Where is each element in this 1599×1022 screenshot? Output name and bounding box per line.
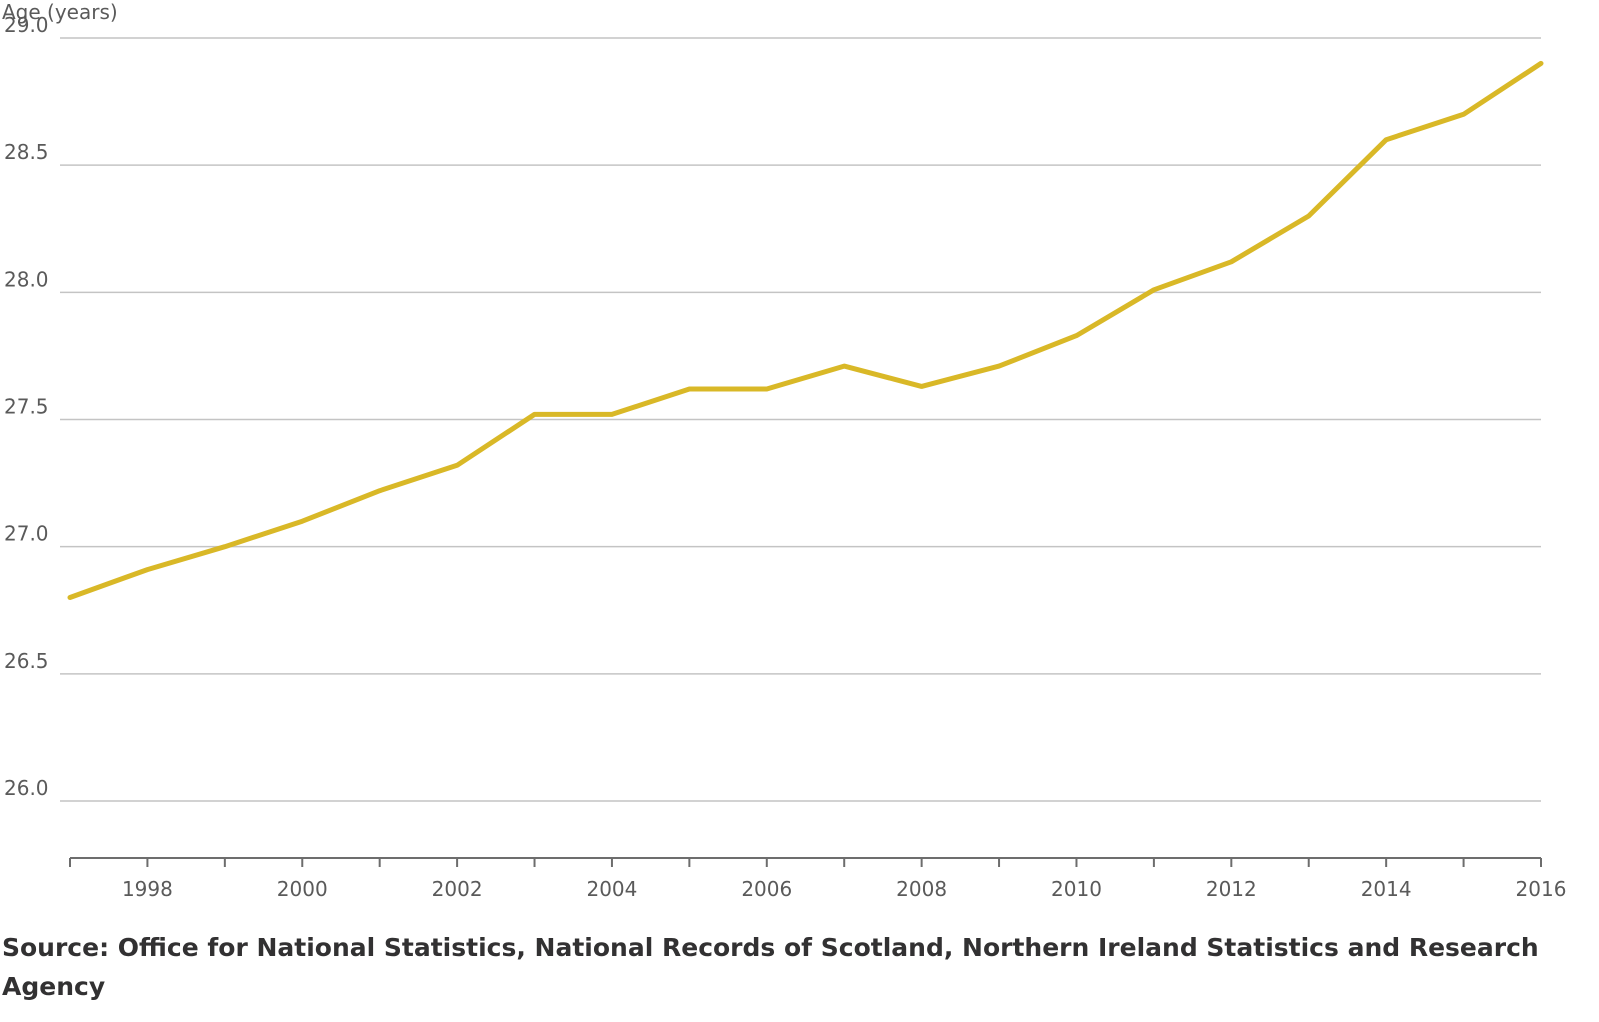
x-tick-label: 1998 <box>122 877 173 901</box>
grid-lines <box>60 37 1541 802</box>
x-tick-label: 2000 <box>277 877 328 901</box>
y-axis-title: Age (years) <box>2 0 118 24</box>
y-tick-label: 29.0 <box>4 13 49 37</box>
y-tick-label: 27.0 <box>4 522 49 546</box>
y-tick-label: 26.5 <box>4 649 49 673</box>
series-line <box>67 60 1544 600</box>
x-tick-label: 2010 <box>1051 877 1102 901</box>
x-tick-label: 2014 <box>1361 877 1412 901</box>
line-chart: 1998 2000 2002 2004 2006 2008 2010 2012 2014 2016… <box>2 0 1567 901</box>
y-tick-label: 26.0 <box>4 776 49 800</box>
x-tick-label: 2004 <box>586 877 637 901</box>
y-tick-label: 28.0 <box>4 267 49 291</box>
y-tick-label: 28.5 <box>4 140 49 164</box>
x-tick-label: 2008 <box>896 877 947 901</box>
chart-canvas: 1998 2000 2002 2004 2006 2008 2010 2012 2014 2016… <box>2 0 1567 901</box>
x-tick-label: 2016 <box>1516 877 1567 901</box>
y-tick-label: 27.5 <box>4 395 49 419</box>
source-note: Source: Office for National Statistics, … <box>2 933 1539 1001</box>
x-tick-label: 2012 <box>1206 877 1257 901</box>
y-axis: 26.0 26.5 27.0 27.5 28.0 28.5 29.0 <box>4 13 49 800</box>
x-tick-label: 2006 <box>741 877 792 901</box>
x-axis: 1998 2000 2002 2004 2006 2008 2010 2012 2014 2016 <box>69 857 1567 901</box>
series-layer <box>67 60 1544 600</box>
x-tick-label: 2002 <box>432 877 483 901</box>
